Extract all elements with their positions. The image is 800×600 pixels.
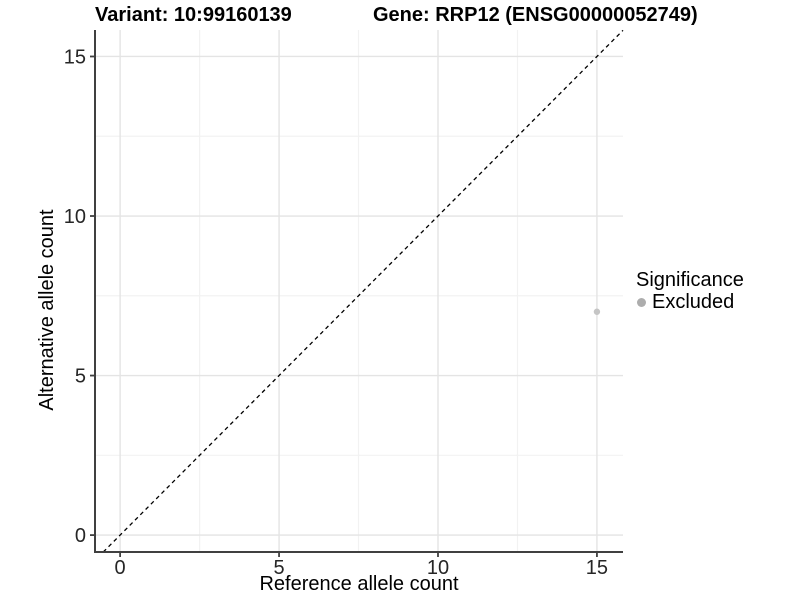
y-axis-label: Alternative allele count	[36, 209, 58, 411]
y-tick-label: 10	[64, 206, 86, 228]
legend-title: Significance	[636, 269, 744, 291]
legend: Significance Excluded	[630, 268, 744, 313]
x-tick-label: 0	[115, 557, 126, 579]
y-tick-label: 5	[75, 366, 86, 388]
legend-item: Excluded	[630, 290, 744, 313]
x-axis-label: Reference allele count	[259, 573, 459, 595]
data-point	[593, 308, 601, 315]
legend-item-label: Excluded	[652, 290, 735, 313]
gene-title: Gene: RRP12 (ENSG00000052749)	[373, 4, 698, 26]
legend-point-icon	[637, 297, 646, 307]
y-tick-label: 0	[75, 525, 86, 547]
x-tick-label: 10	[427, 557, 449, 579]
identity-line	[102, 29, 624, 553]
variant-title: Variant: 10:99160139	[95, 4, 292, 26]
x-tick-label: 5	[273, 557, 284, 579]
x-tick-label: 15	[586, 557, 608, 579]
y-tick-label: 15	[64, 46, 86, 68]
